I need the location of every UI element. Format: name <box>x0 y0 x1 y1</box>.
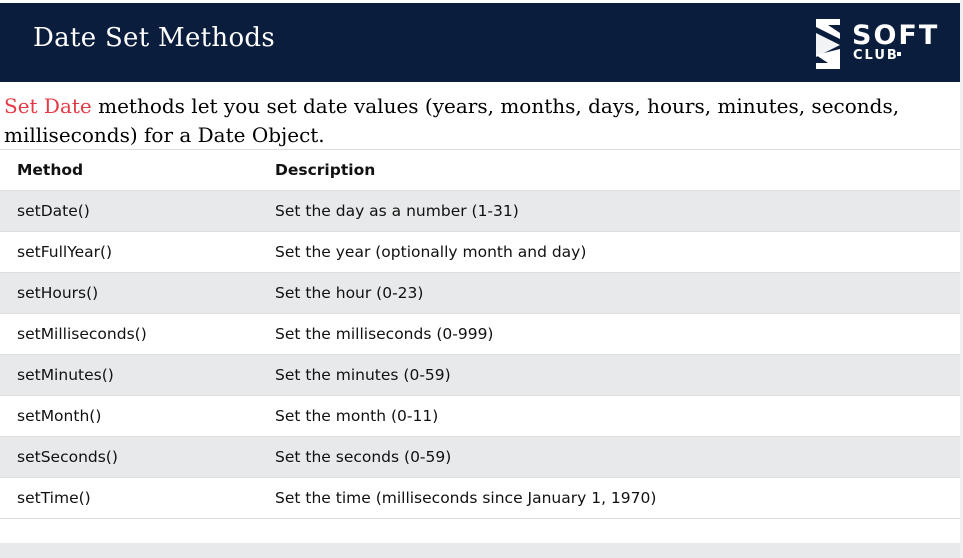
table-row: setSeconds() Set the seconds (0-59) <box>0 436 960 478</box>
table-row: setMinutes() Set the minutes (0-59) <box>0 354 960 396</box>
column-header-method: Method <box>0 149 275 191</box>
soft-club-logo: SOFT CLUB <box>814 17 944 71</box>
intro-highlight: Set Date <box>4 94 92 118</box>
description-cell: Set the day as a number (1-31) <box>275 190 960 232</box>
table-row: setDate() Set the day as a number (1-31) <box>0 190 960 232</box>
description-cell: Set the year (optionally month and day) <box>275 231 960 273</box>
table-row: setMilliseconds() Set the milliseconds (… <box>0 313 960 355</box>
column-header-description: Description <box>275 149 960 191</box>
logo-word: SOFT <box>852 20 940 51</box>
top-strip <box>0 0 963 3</box>
table-row: setFullYear() Set the year (optionally m… <box>0 231 960 273</box>
header-banner: Date Set Methods SOFT CLUB <box>0 3 960 82</box>
description-cell: Set the time (milliseconds since January… <box>275 477 960 519</box>
description-cell: Set the seconds (0-59) <box>275 436 960 478</box>
right-edge <box>960 0 963 558</box>
bottom-band <box>0 543 960 558</box>
method-cell: setHours() <box>0 272 275 314</box>
logo-dot <box>897 52 901 56</box>
intro-paragraph: Set Date methods let you set date values… <box>4 92 959 150</box>
description-cell: Set the minutes (0-59) <box>275 354 960 396</box>
methods-table-wrapper: Method Description setDate() Set the day… <box>0 149 960 519</box>
table-header-row: Method Description <box>0 149 960 191</box>
method-cell: setTime() <box>0 477 275 519</box>
logo-sub: CLUB <box>853 48 899 63</box>
method-cell: setMinutes() <box>0 354 275 396</box>
method-cell: setSeconds() <box>0 436 275 478</box>
methods-table: Method Description setDate() Set the day… <box>0 149 960 519</box>
intro-text: methods let you set date values (years, … <box>4 94 900 147</box>
method-cell: setDate() <box>0 190 275 232</box>
method-cell: setFullYear() <box>0 231 275 273</box>
page-title: Date Set Methods <box>33 23 275 53</box>
logo-mark-icon <box>816 19 840 69</box>
description-cell: Set the hour (0-23) <box>275 272 960 314</box>
description-cell: Set the month (0-11) <box>275 395 960 437</box>
table-row: setTime() Set the time (milliseconds sin… <box>0 477 960 519</box>
method-cell: setMonth() <box>0 395 275 437</box>
table-row: setHours() Set the hour (0-23) <box>0 272 960 314</box>
table-row: setMonth() Set the month (0-11) <box>0 395 960 437</box>
description-cell: Set the milliseconds (0-999) <box>275 313 960 355</box>
method-cell: setMilliseconds() <box>0 313 275 355</box>
